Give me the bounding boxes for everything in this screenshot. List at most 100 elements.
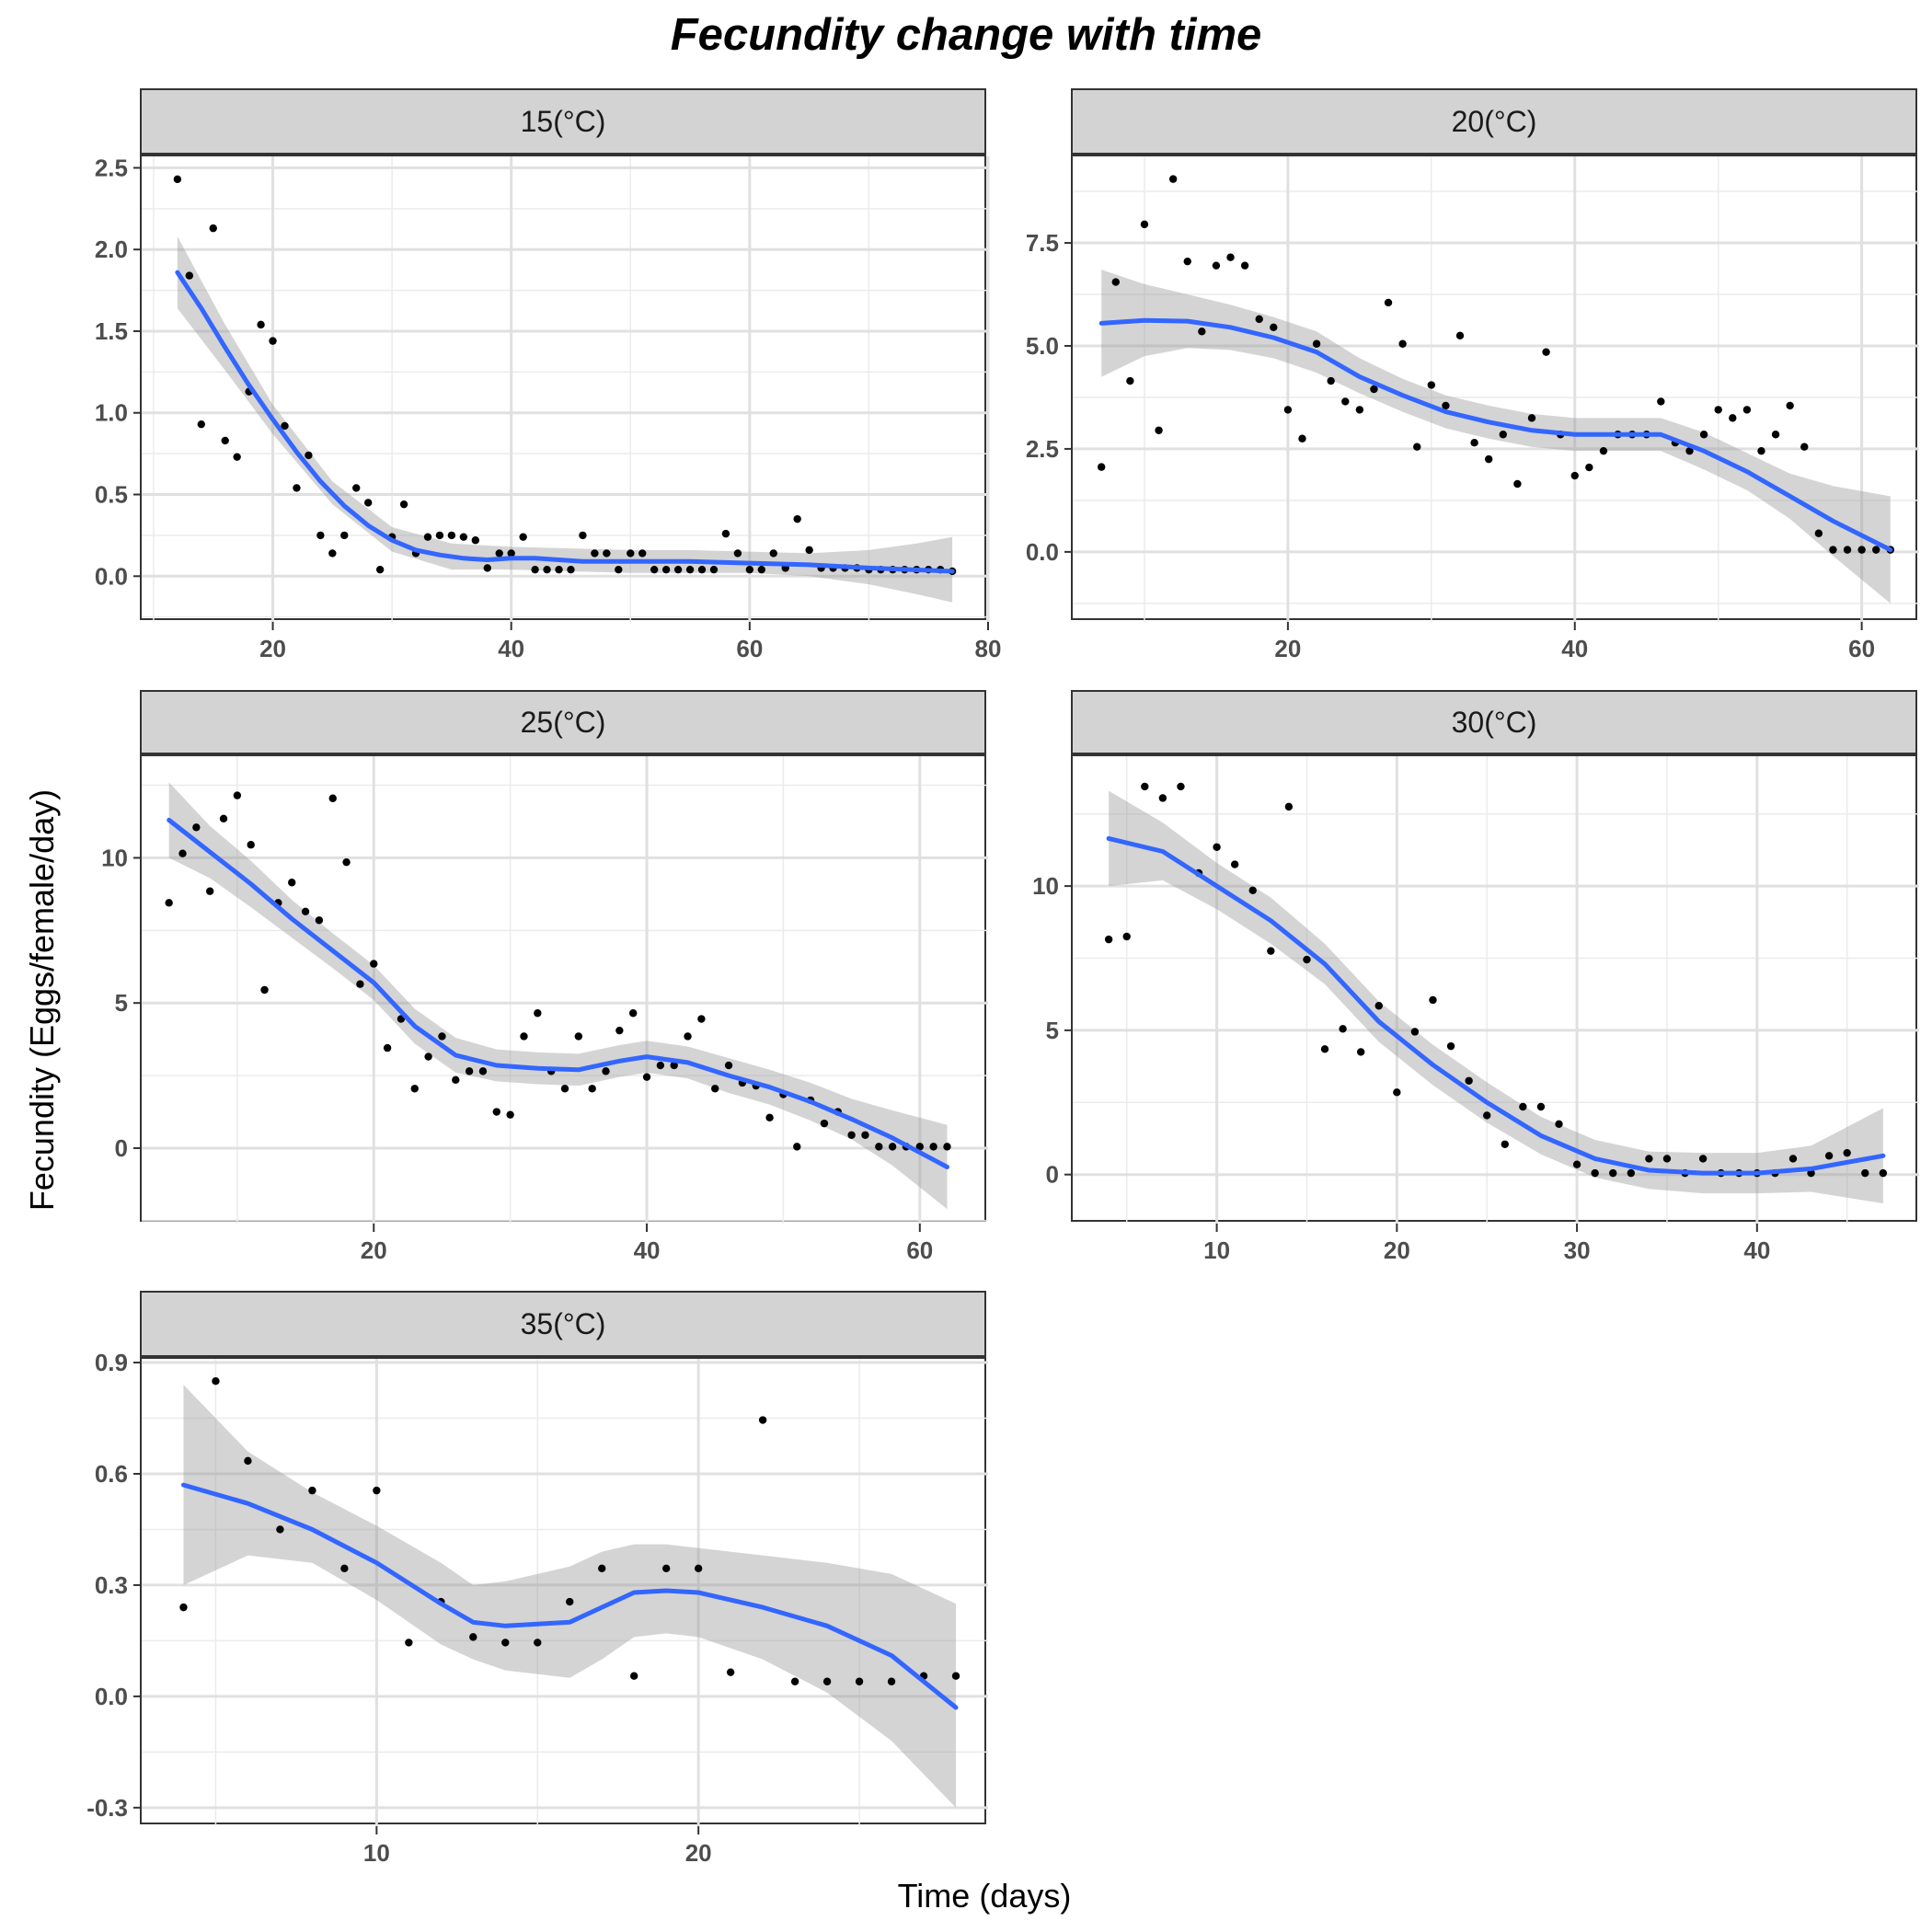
data-point xyxy=(269,337,277,345)
data-point xyxy=(1513,479,1522,489)
data-point xyxy=(1843,546,1852,554)
data-point xyxy=(1501,1140,1509,1148)
data-point xyxy=(1591,1168,1599,1178)
y-tick-label: 0.9 xyxy=(95,1349,128,1376)
facet-plot-area: 20 40 60 80 0.0 0.5 1.0 1.5 2.0 2.5 xyxy=(95,154,1002,662)
data-point xyxy=(1861,1168,1869,1178)
data-point xyxy=(709,565,719,574)
data-point xyxy=(861,1131,869,1139)
data-point xyxy=(1657,397,1665,406)
x-tick-label: 10 xyxy=(1203,1236,1230,1264)
smooth-line xyxy=(1106,835,1886,1176)
data-point xyxy=(1230,860,1239,868)
data-point xyxy=(560,1085,569,1093)
data-point xyxy=(847,1131,856,1139)
data-point xyxy=(308,1486,316,1495)
data-point xyxy=(1413,443,1421,451)
data-point xyxy=(293,484,301,492)
data-point xyxy=(478,1067,488,1075)
data-point xyxy=(342,857,351,867)
data-point xyxy=(1499,431,1507,439)
data-point xyxy=(650,565,659,574)
data-point xyxy=(1298,434,1306,443)
data-point xyxy=(697,1015,706,1023)
smooth-line xyxy=(175,270,955,574)
data-point xyxy=(697,565,707,574)
data-point xyxy=(340,531,349,540)
y-tick-label: 2.0 xyxy=(95,236,128,263)
data-point xyxy=(685,565,695,574)
data-point xyxy=(1270,323,1278,332)
confidence-band xyxy=(183,1385,957,1808)
facet-strip: 30(°C) xyxy=(1071,690,1917,754)
data-point xyxy=(373,1486,381,1495)
confidence-band xyxy=(1109,790,1883,1204)
y-tick-label: 0 xyxy=(1046,1161,1059,1189)
facet-strip: 20(°C) xyxy=(1071,88,1917,155)
data-point xyxy=(399,500,408,509)
data-point xyxy=(340,1564,349,1572)
data-point xyxy=(1786,401,1794,410)
data-point xyxy=(483,564,491,572)
y-tick-label: 0.0 xyxy=(95,1683,128,1710)
data-point xyxy=(805,546,813,555)
y-tick-label: 10 xyxy=(101,844,128,871)
data-point xyxy=(471,536,480,545)
data-point xyxy=(1140,220,1149,229)
y-axis-label: Fecundity (Eggs/female/day) xyxy=(23,788,61,1212)
data-point xyxy=(1729,414,1737,422)
data-point xyxy=(1757,446,1765,455)
data-point xyxy=(638,549,647,558)
data-point xyxy=(726,1668,735,1676)
facet-strip-label: 20(°C) xyxy=(1451,105,1537,138)
data-point xyxy=(1370,385,1378,394)
facet-strip-label: 25(°C) xyxy=(520,706,606,739)
data-point xyxy=(1599,446,1608,455)
data-point xyxy=(1872,546,1880,554)
smooth-line xyxy=(167,817,949,1169)
data-point xyxy=(820,1119,829,1128)
data-point xyxy=(247,841,255,849)
data-point xyxy=(1158,794,1167,802)
data-point xyxy=(855,1677,864,1685)
data-point xyxy=(452,1075,460,1085)
y-tick-label: 0.6 xyxy=(95,1460,128,1488)
data-point xyxy=(790,1677,799,1685)
data-point xyxy=(758,1416,767,1424)
facet-panel-25c: 25(°C) 20 40 60 0 5 10 xyxy=(101,690,988,1264)
data-point xyxy=(1879,1168,1888,1178)
x-tick-label: 40 xyxy=(1561,635,1588,662)
data-point xyxy=(1212,261,1221,270)
data-point xyxy=(1824,1152,1834,1160)
data-point xyxy=(192,823,201,832)
data-point xyxy=(1355,406,1364,414)
data-point xyxy=(1699,431,1708,439)
data-point xyxy=(628,1009,638,1018)
confidence-band xyxy=(168,782,948,1210)
data-point xyxy=(179,1603,188,1612)
data-point xyxy=(1771,431,1780,439)
data-point xyxy=(424,1052,432,1061)
data-point xyxy=(501,1639,510,1647)
data-point xyxy=(591,549,599,558)
data-point xyxy=(670,1061,678,1070)
data-point xyxy=(598,1564,606,1572)
data-point xyxy=(447,531,456,540)
x-tick-label: 60 xyxy=(1848,635,1875,662)
data-point xyxy=(656,1061,665,1070)
data-point xyxy=(1609,1168,1617,1178)
data-point xyxy=(951,1672,960,1680)
y-tick-label: 0.0 xyxy=(95,562,128,590)
data-point xyxy=(531,565,539,574)
data-point xyxy=(627,549,635,558)
data-point xyxy=(684,1032,692,1041)
facet-panel-20c: 20(°C) 20 40 60 0.0 2.5 5.0 7.5 xyxy=(1026,88,1919,662)
y-tick-label: 2.5 xyxy=(95,154,128,181)
data-point xyxy=(745,565,754,574)
data-point xyxy=(1800,443,1809,451)
data-point xyxy=(1465,1076,1473,1085)
data-point xyxy=(375,565,385,574)
x-tick-label: 80 xyxy=(975,635,1002,662)
y-tick-label: 1.0 xyxy=(95,399,128,427)
data-point xyxy=(1410,1028,1420,1036)
